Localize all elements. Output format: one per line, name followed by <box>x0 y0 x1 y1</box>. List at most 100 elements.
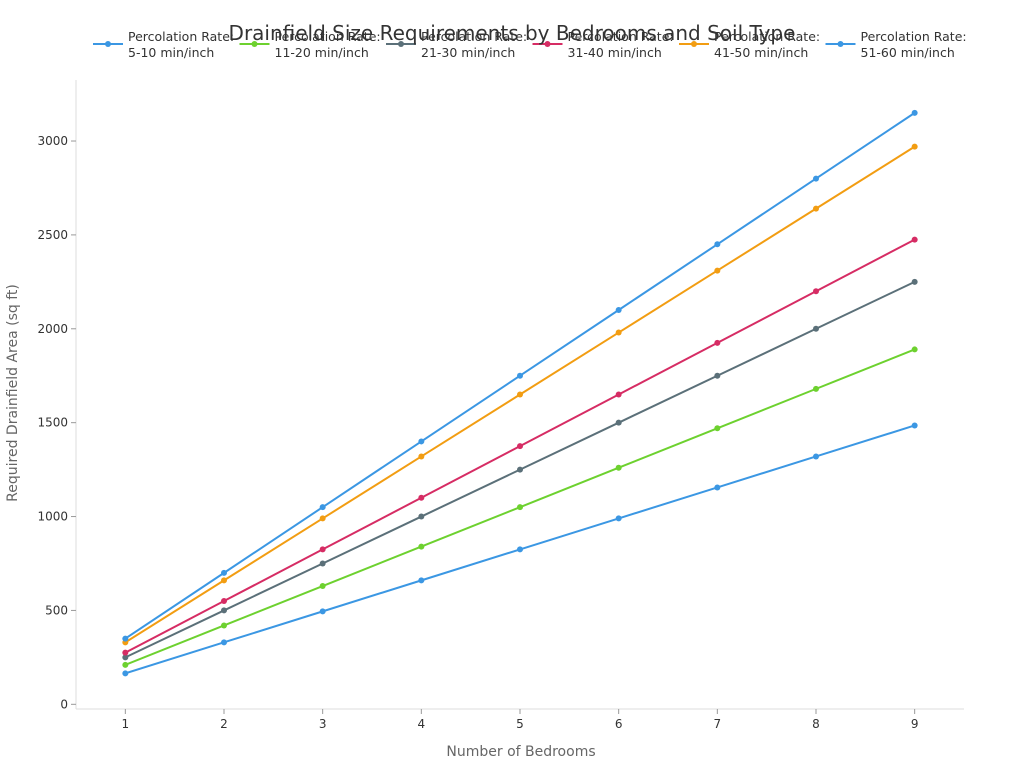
data-point <box>714 241 721 248</box>
series <box>122 236 918 656</box>
data-point <box>319 515 326 522</box>
data-point <box>418 453 425 460</box>
legend-label-line: 21-30 min/inch <box>421 45 515 60</box>
legend-label-line: Percolation Rate: <box>568 29 674 44</box>
data-point <box>122 654 129 661</box>
data-point <box>418 494 425 501</box>
data-point <box>615 329 622 336</box>
x-tick-label: 4 <box>418 717 426 731</box>
data-point <box>319 546 326 553</box>
data-point <box>221 598 227 605</box>
data-point <box>517 546 523 553</box>
legend-item: Percolation Rate: 11-20 min/inch <box>239 29 381 60</box>
y-tick-label: 1500 <box>37 416 68 430</box>
y-tick-label: 0 <box>60 697 68 711</box>
data-point <box>319 608 326 615</box>
data-point <box>615 515 622 522</box>
data-point <box>122 661 129 668</box>
x-tick-label: 6 <box>615 717 623 731</box>
data-point <box>221 577 227 584</box>
chart-title: Drainfield Size Requirements by Bedrooms… <box>229 21 796 45</box>
legend-label: Percolation Rate: 51-60 min/inch <box>861 29 967 60</box>
data-point <box>714 372 721 379</box>
legend-label-line: Percolation Rate: <box>275 29 381 44</box>
data-point <box>813 288 819 295</box>
data-point <box>221 607 227 614</box>
data-point <box>615 391 622 398</box>
legend-label-line: Percolation Rate: <box>714 29 820 44</box>
legend-item: Percolation Rate: 21-30 min/inch <box>386 29 527 60</box>
x-tick-label: 2 <box>220 717 228 731</box>
data-point <box>517 443 523 450</box>
legend-swatch-marker <box>398 41 404 47</box>
y-axis-label: Required Drainfield Area (sq ft) <box>5 284 21 502</box>
x-tick-label: 3 <box>319 717 327 731</box>
data-point <box>911 109 918 116</box>
data-point <box>122 649 129 656</box>
legend-swatch-marker <box>105 41 111 47</box>
data-point <box>221 569 227 576</box>
legend-label-line: Percolation Rate: <box>861 29 967 44</box>
data-point <box>911 278 918 285</box>
x-tick-label: 9 <box>911 717 919 731</box>
data-point <box>813 453 819 460</box>
data-point <box>221 622 227 629</box>
y-tick-label: 2500 <box>37 228 68 242</box>
legend-swatch-marker <box>837 41 844 47</box>
legend-label: Percolation Rate: 31-40 min/inch <box>568 29 674 60</box>
data-point <box>911 143 918 150</box>
legend-swatch-marker <box>691 41 697 47</box>
y-tick-label: 1000 <box>37 510 68 524</box>
legend-label: Percolation Rate: 11-20 min/inch <box>275 29 381 60</box>
data-point <box>418 577 425 584</box>
series <box>122 278 918 661</box>
x-tick-label: 1 <box>122 717 130 731</box>
data-point <box>714 425 721 432</box>
legend-item: Percolation Rate: 51-60 min/inch <box>825 29 967 60</box>
x-tick-label: 7 <box>714 717 722 731</box>
legend-label-line: 11-20 min/inch <box>275 45 369 60</box>
data-point <box>418 438 425 445</box>
x-axis-label: Number of Bedrooms <box>446 744 595 760</box>
data-point <box>615 307 622 314</box>
data-point <box>911 422 918 429</box>
data-point <box>122 670 129 677</box>
legend-label-line: 51-60 min/inch <box>861 45 955 60</box>
data-point <box>221 639 227 646</box>
data-point <box>813 325 819 332</box>
legend-item: Percolation Rate: 41-50 min/inch <box>679 29 820 60</box>
series <box>122 346 918 668</box>
series-lines <box>122 109 918 677</box>
legend-label-line: 41-50 min/inch <box>714 45 808 60</box>
data-point <box>517 466 523 473</box>
data-point <box>517 372 523 379</box>
data-point <box>319 560 326 567</box>
x-tick-label: 5 <box>516 717 524 731</box>
data-point <box>615 419 622 426</box>
legend-label-line: 31-40 min/inch <box>568 45 662 60</box>
y-tick-label: 2000 <box>37 322 68 336</box>
x-tick-label: 8 <box>812 717 820 731</box>
data-point <box>517 504 523 511</box>
y-tick-label: 3000 <box>37 134 68 148</box>
legend-label: Percolation Rate: 5-10 min/inch <box>128 29 234 60</box>
legend-label: Percolation Rate: 21-30 min/inch <box>421 29 527 60</box>
legend-label-line: Percolation Rate: <box>128 29 234 44</box>
data-point <box>319 504 326 511</box>
data-point <box>418 543 425 550</box>
series <box>122 143 918 646</box>
y-tick-label: 500 <box>45 603 68 617</box>
data-point <box>714 339 721 346</box>
data-point <box>418 513 425 520</box>
legend-label: Percolation Rate: 41-50 min/inch <box>714 29 820 60</box>
data-point <box>714 267 721 274</box>
series <box>122 422 918 677</box>
data-point <box>813 205 819 212</box>
legend-label-line: 5-10 min/inch <box>128 45 214 60</box>
data-point <box>319 583 326 590</box>
legend-swatch-marker <box>251 41 258 47</box>
data-point <box>122 635 129 642</box>
legend-swatch-marker <box>544 41 551 47</box>
data-point <box>813 385 819 392</box>
